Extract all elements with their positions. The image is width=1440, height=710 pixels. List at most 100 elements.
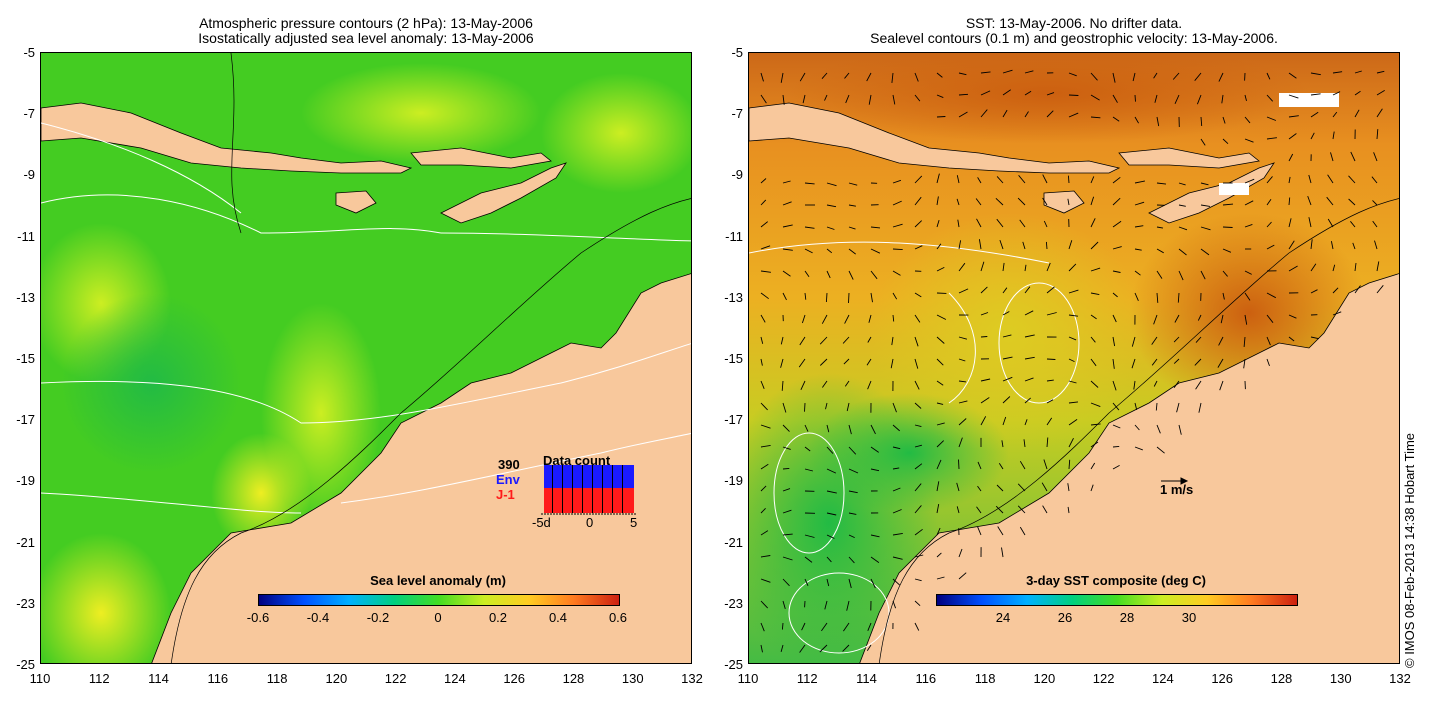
velocity-vector: [914, 505, 922, 514]
australia-land: [151, 273, 691, 663]
velocity-vector: [1046, 437, 1049, 448]
right-x-tick: 132: [1389, 671, 1411, 686]
velocity-vector: [1024, 264, 1027, 272]
velocity-vector: [892, 292, 898, 300]
velocity-vector: [760, 600, 769, 609]
velocity-vector: [1266, 292, 1277, 299]
velocity-vector: [936, 576, 945, 580]
velocity-vector: [914, 463, 923, 470]
velocity-vector: [1243, 358, 1246, 369]
velocity-vector: [1002, 287, 1008, 294]
velocity-vector: [843, 622, 850, 632]
right-x-tick: 110: [737, 671, 759, 686]
velocity-vector: [760, 270, 771, 273]
velocity-vector: [1266, 244, 1275, 250]
inset-xtick-end: 5: [630, 515, 638, 530]
velocity-vector: [1198, 402, 1202, 413]
velocity-vector: [1002, 396, 1011, 404]
velocity-vector: [1134, 116, 1139, 124]
velocity-vector: [1288, 240, 1295, 250]
velocity-vector: [782, 600, 786, 610]
velocity-vector: [782, 533, 793, 536]
velocity-vector: [804, 270, 810, 277]
left-y-tick: -13: [16, 289, 35, 305]
velocity-vector: [1352, 242, 1356, 250]
velocity-vector: [780, 336, 784, 345]
velocity-vector: [1218, 72, 1224, 82]
velocity-vector: [975, 198, 982, 206]
velocity-vector: [1307, 195, 1312, 206]
right-x-tick: 118: [974, 671, 996, 686]
velocity-vector: [1134, 292, 1139, 301]
velocity-vector: [826, 490, 837, 494]
velocity-vector: [782, 467, 790, 470]
velocity-vector: [760, 380, 765, 389]
right-x-tick: 112: [796, 671, 818, 686]
velocity-vector: [804, 446, 811, 452]
velocity-vector: [958, 572, 967, 580]
velocity-vector: [1332, 91, 1341, 96]
velocity-vector: [804, 424, 809, 432]
right-y-tick: -7: [731, 106, 743, 122]
velocity-vector: [914, 622, 920, 631]
velocity-vector: [1244, 94, 1247, 102]
velocity-vector: [1067, 198, 1070, 206]
velocity-vector: [781, 380, 784, 391]
velocity-vector: [1046, 312, 1057, 316]
velocity-vector: [846, 402, 850, 412]
velocity-vector: [958, 459, 960, 470]
velocity-vector: [842, 336, 850, 344]
velocity-vector: [826, 248, 833, 254]
velocity-vector: [1266, 137, 1277, 140]
sla-colorbar-title: Sea level anomaly (m): [370, 573, 506, 588]
velocity-vector: [958, 262, 966, 272]
velocity-vector: [1332, 287, 1339, 294]
velocity-vector: [760, 72, 764, 82]
velocity-vector: [1172, 72, 1180, 80]
velocity-vector: [1178, 270, 1184, 281]
velocity-vector: [848, 248, 856, 255]
velocity-vector: [848, 182, 858, 186]
velocity-vector: [980, 378, 991, 382]
velocity-vector: [1200, 138, 1206, 146]
velocity-vector: [821, 314, 828, 324]
right-x-tick: 116: [915, 671, 937, 686]
velocity-vector: [1024, 286, 1031, 294]
inset-title: Data count: [543, 453, 611, 468]
velocity-vector: [799, 72, 806, 82]
velocity-vector: [870, 424, 876, 435]
velocity-vector: [782, 201, 792, 206]
left-x-tick: 132: [681, 671, 703, 686]
velocity-vector: [914, 196, 922, 206]
velocity-vector: [1090, 72, 1098, 81]
velocity-vector: [1134, 201, 1145, 206]
velocity-vector: [1200, 204, 1211, 207]
velocity-vector: [867, 380, 872, 390]
velocity-vector: [848, 556, 855, 564]
velocity-vector: [1133, 380, 1136, 390]
velocity-vector: [1112, 176, 1121, 184]
velocity-vector: [996, 484, 1004, 492]
velocity-vector: [760, 94, 767, 104]
velocity-vector: [1327, 218, 1334, 228]
velocity-vector: [1266, 176, 1273, 184]
velocity-vector: [1002, 89, 1011, 96]
velocity-vector: [760, 178, 767, 184]
velocity-vector: [1090, 267, 1101, 272]
velocity-vector: [1001, 547, 1004, 558]
velocity-vector: [958, 437, 963, 448]
velocity-vector: [936, 116, 946, 118]
velocity-vector: [980, 397, 990, 404]
velocity-vector: [958, 93, 969, 96]
velocity-vector: [1288, 94, 1299, 99]
left-title-line1: Atmospheric pressure contours (2 hPa): 1…: [199, 15, 533, 31]
sumba-land-sst: [1043, 190, 1085, 214]
sla-colorbar-tick: -0.4: [306, 610, 330, 625]
velocity-vector: [1350, 151, 1356, 162]
velocity-vector: [870, 534, 880, 538]
velocity-vector: [936, 336, 945, 344]
velocity-vector: [1090, 441, 1099, 448]
velocity-vector: [1090, 336, 1096, 343]
velocity-vector: [804, 578, 809, 586]
velocity-vector: [1244, 138, 1254, 143]
